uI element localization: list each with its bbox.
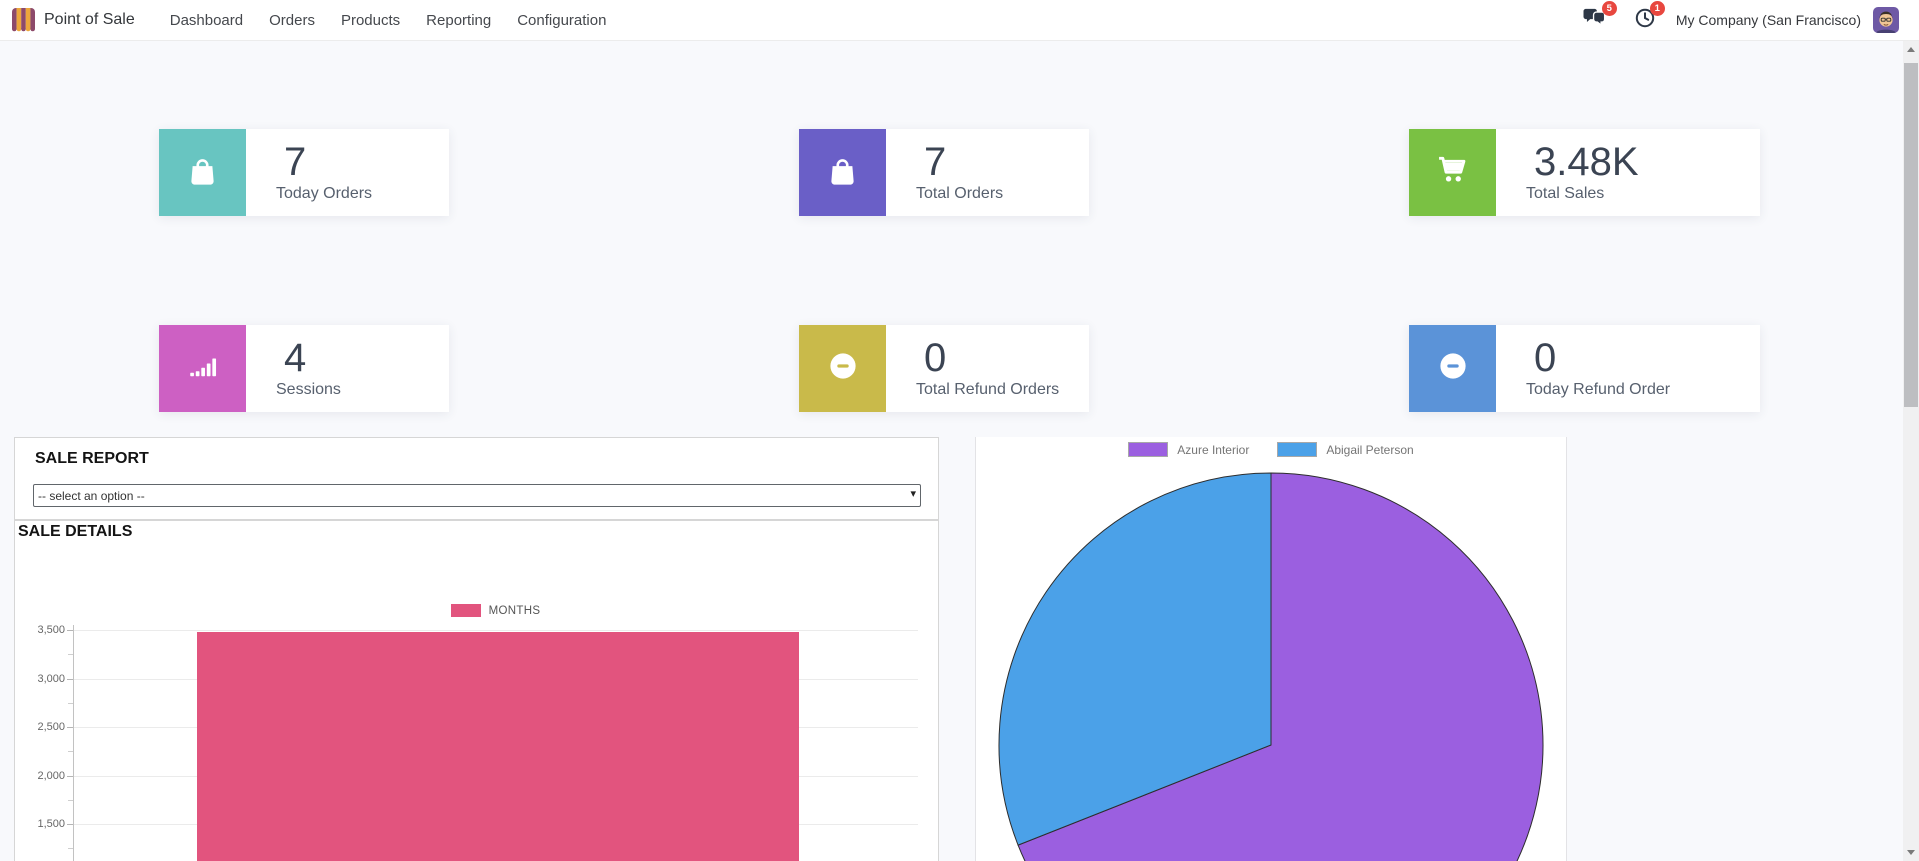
kpi-label: Today Orders bbox=[276, 185, 373, 203]
kpi-icon-box bbox=[1409, 129, 1496, 216]
legend-label-azure-interior: Azure Interior bbox=[1177, 442, 1250, 457]
y-axis-line bbox=[73, 625, 74, 861]
navbar-right: 5 1 My Company (San Francisco) bbox=[1555, 0, 1899, 34]
kpi-card-today-refund-order: 0 Today Refund Order bbox=[1409, 325, 1760, 412]
kpi-label: Today Refund Order bbox=[1526, 381, 1671, 399]
y-tick-label-2500: 2,500 bbox=[37, 721, 65, 733]
kpi-label: Total Sales bbox=[1526, 185, 1605, 203]
kpi-card-total-orders: 7 Total Orders bbox=[799, 129, 1089, 216]
kpi-card-total-sales: 3.48K Total Sales bbox=[1409, 129, 1760, 216]
kpi-card-sessions: 4 Sessions bbox=[159, 325, 449, 412]
bar-chart-legend[interactable]: MONTHS bbox=[73, 603, 918, 618]
sale-report-select-wrap: -- select an option -- bbox=[33, 484, 921, 507]
y-tick-label-3500: 3,500 bbox=[37, 624, 65, 636]
company-switcher[interactable]: My Company (San Francisco) bbox=[1675, 12, 1861, 28]
scroll-up-button[interactable] bbox=[1903, 41, 1919, 58]
pos-app-icon[interactable] bbox=[12, 7, 35, 34]
kpi-value: 0 bbox=[924, 335, 947, 380]
pie-chart[interactable] bbox=[976, 457, 1567, 861]
kpi-value: 3.48K bbox=[1534, 139, 1639, 184]
legend-label-abigail-peterson: Abigail Peterson bbox=[1326, 442, 1414, 457]
sale-report-title: SALE REPORT bbox=[35, 450, 149, 467]
pie-slice-azure-interior[interactable] bbox=[1017, 472, 1544, 861]
menu-item-orders[interactable]: Orders bbox=[269, 11, 315, 29]
kpi-icon-box bbox=[159, 325, 246, 412]
legend-swatch-abigail-peterson bbox=[1277, 442, 1318, 457]
kpi-value: 7 bbox=[284, 139, 307, 184]
pie-chart-legend: Azure Interior Abigail Peterson bbox=[976, 442, 1566, 457]
sale-details-panel: SALE DETAILS MONTHS 3,500 3,000 2,500 2,000 1… bbox=[14, 520, 939, 861]
kpi-icon-box bbox=[159, 129, 246, 216]
gridline-3500 bbox=[73, 630, 918, 631]
kpi-icon-box bbox=[1409, 325, 1496, 412]
scroll-down-icon bbox=[1907, 850, 1915, 855]
main-menu: Dashboard Orders Products Reporting Configur… bbox=[157, 0, 620, 41]
navbar-left: Point of Sale Dashboard Orders Products Rep… bbox=[12, 0, 619, 40]
page-scrollbar[interactable] bbox=[1903, 41, 1919, 861]
minor-tick-1250 bbox=[68, 848, 73, 850]
legend-swatch-months bbox=[450, 604, 481, 617]
top-navbar: Point of Sale Dashboard Orders Products Rep… bbox=[0, 0, 1919, 41]
kpi-value: 4 bbox=[284, 335, 307, 380]
menu-item-reporting[interactable]: Reporting bbox=[426, 11, 492, 29]
legend-swatch-azure-interior bbox=[1128, 442, 1169, 457]
major-tick-3500 bbox=[67, 630, 73, 631]
shopping-bag-icon bbox=[824, 152, 861, 194]
shopping-bag-icon bbox=[184, 152, 221, 194]
minor-tick-2750 bbox=[68, 702, 73, 704]
kpi-value: 7 bbox=[924, 139, 947, 184]
activities-button[interactable]: 1 bbox=[1634, 0, 1665, 34]
bar-months[interactable] bbox=[197, 631, 799, 861]
kpi-value: 0 bbox=[1534, 335, 1557, 380]
kpi-card-total-refund-orders: 0 Total Refund Orders bbox=[799, 325, 1089, 412]
scroll-up-icon bbox=[1907, 47, 1915, 52]
pie-slice-abigail-peterson[interactable] bbox=[998, 472, 1272, 846]
major-tick-2500 bbox=[67, 727, 73, 728]
sale-details-title: SALE DETAILS bbox=[18, 523, 133, 540]
y-tick-label-2000: 2,000 bbox=[37, 769, 65, 782]
legend-label-months: MONTHS bbox=[488, 604, 541, 617]
scrollbar-thumb[interactable] bbox=[1904, 63, 1918, 407]
bar-chart[interactable]: MONTHS 3,500 3,000 2,500 2,000 1,500 bbox=[15, 521, 938, 861]
kpi-label: Total Orders bbox=[916, 185, 1004, 203]
minor-tick-2250 bbox=[68, 751, 73, 753]
minus-circle-icon bbox=[825, 348, 861, 389]
major-tick-1500 bbox=[67, 824, 73, 825]
app-title[interactable]: Point of Sale bbox=[44, 11, 135, 28]
menu-item-dashboard[interactable]: Dashboard bbox=[169, 11, 244, 29]
user-avatar[interactable] bbox=[1873, 7, 1899, 33]
messages-button[interactable]: 5 bbox=[1581, 0, 1617, 34]
kpi-card-today-orders: 7 Today Orders bbox=[159, 129, 449, 216]
signal-bars-icon bbox=[186, 349, 220, 388]
kpi-label: Total Refund Orders bbox=[916, 381, 1060, 399]
scroll-down-button[interactable] bbox=[1903, 844, 1919, 861]
legend-item-azure-interior[interactable]: Azure Interior bbox=[1128, 442, 1249, 457]
messages-badge: 5 bbox=[1601, 0, 1617, 16]
minus-circle-icon bbox=[1435, 348, 1471, 389]
clock-icon bbox=[1634, 7, 1656, 34]
shopping-cart-icon bbox=[1434, 151, 1472, 194]
kpi-icon-box bbox=[799, 325, 886, 412]
y-tick-label-3000: 3,000 bbox=[37, 672, 65, 685]
minor-tick-1750 bbox=[68, 799, 73, 801]
sale-report-panel: SALE REPORT -- select an option -- bbox=[14, 437, 939, 520]
kpi-label: Sessions bbox=[276, 381, 341, 399]
menu-item-products[interactable]: Products bbox=[340, 11, 401, 29]
chat-bubbles-icon bbox=[1581, 7, 1608, 34]
activities-badge: 1 bbox=[1649, 0, 1665, 16]
kpi-icon-box bbox=[799, 129, 886, 216]
major-tick-3000 bbox=[67, 678, 73, 680]
y-tick-label-1500: 1,500 bbox=[37, 818, 65, 830]
minor-tick-3250 bbox=[68, 654, 73, 656]
sale-report-select[interactable]: -- select an option -- bbox=[33, 484, 921, 507]
legend-item-abigail-peterson[interactable]: Abigail Peterson bbox=[1277, 442, 1414, 457]
major-tick-2000 bbox=[67, 775, 73, 777]
menu-item-configuration[interactable]: Configuration bbox=[517, 11, 607, 29]
pie-chart-panel: Azure Interior Abigail Peterson bbox=[975, 437, 1567, 861]
